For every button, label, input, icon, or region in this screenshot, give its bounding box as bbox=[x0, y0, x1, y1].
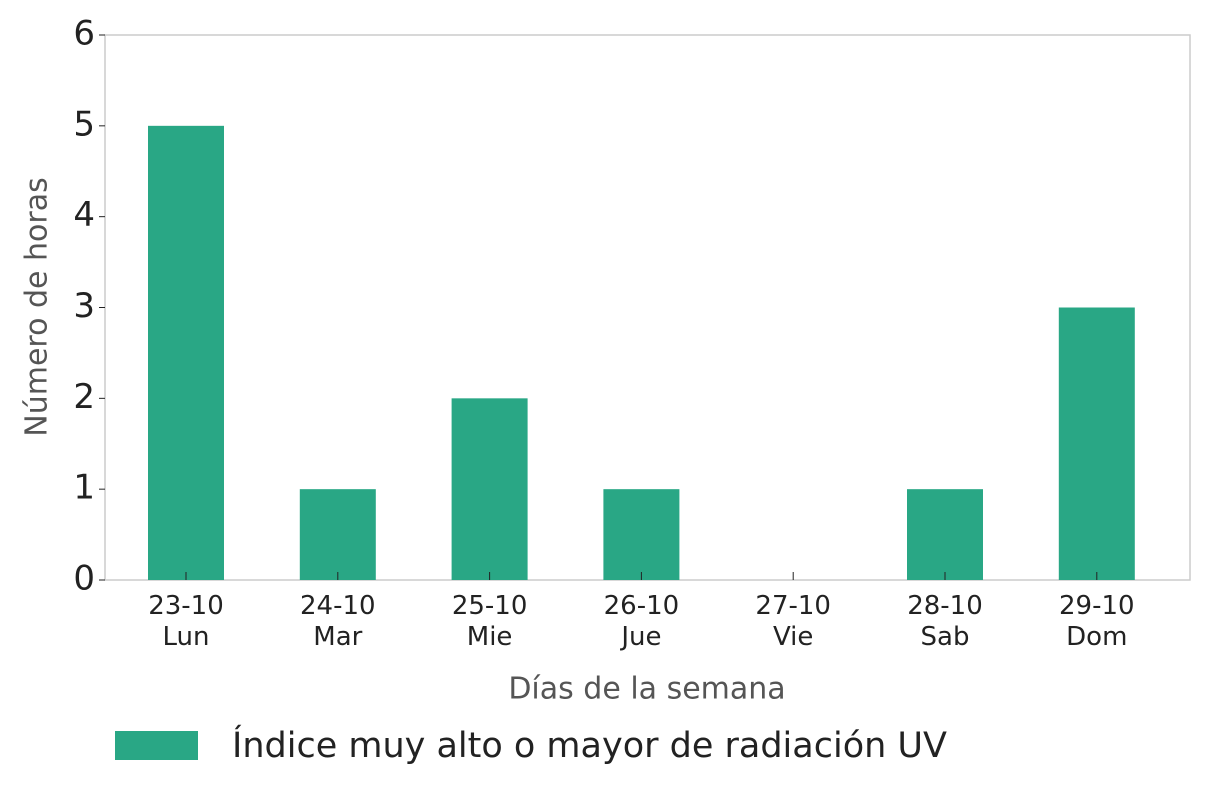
bar bbox=[1058, 307, 1135, 580]
bar bbox=[148, 125, 224, 580]
x-tick-label: 25-10 Mie bbox=[452, 591, 528, 652]
y-tick-label: 0 bbox=[73, 559, 95, 599]
y-tick-label: 3 bbox=[73, 286, 95, 326]
x-tick-label: 29-10 Dom bbox=[1059, 591, 1135, 652]
y-axis-label: Número de horas bbox=[20, 177, 55, 436]
y-tick-label: 6 bbox=[73, 14, 95, 54]
y-tick-label: 2 bbox=[73, 377, 95, 417]
x-tick-label: 24-10 Mar bbox=[300, 591, 376, 652]
y-tick-label: 1 bbox=[73, 468, 95, 508]
x-tick-label: 28-10 Sab bbox=[907, 591, 983, 652]
bar bbox=[603, 489, 680, 580]
legend-label: Índice muy alto o mayor de radiación UV bbox=[232, 724, 947, 766]
x-axis-label: Días de la semana bbox=[508, 672, 785, 707]
bar bbox=[907, 489, 983, 580]
x-tick-label: 26-10 Jue bbox=[604, 591, 680, 652]
x-tick-label: 23-10 Lun bbox=[148, 591, 224, 652]
legend: Índice muy alto o mayor de radiación UV bbox=[115, 724, 947, 766]
bar bbox=[299, 489, 376, 580]
y-tick-label: 4 bbox=[73, 195, 95, 235]
y-tick-label: 5 bbox=[73, 104, 95, 144]
x-tick-label: 27-10 Vie bbox=[755, 591, 831, 652]
legend-swatch bbox=[115, 731, 198, 760]
bar bbox=[451, 398, 528, 580]
